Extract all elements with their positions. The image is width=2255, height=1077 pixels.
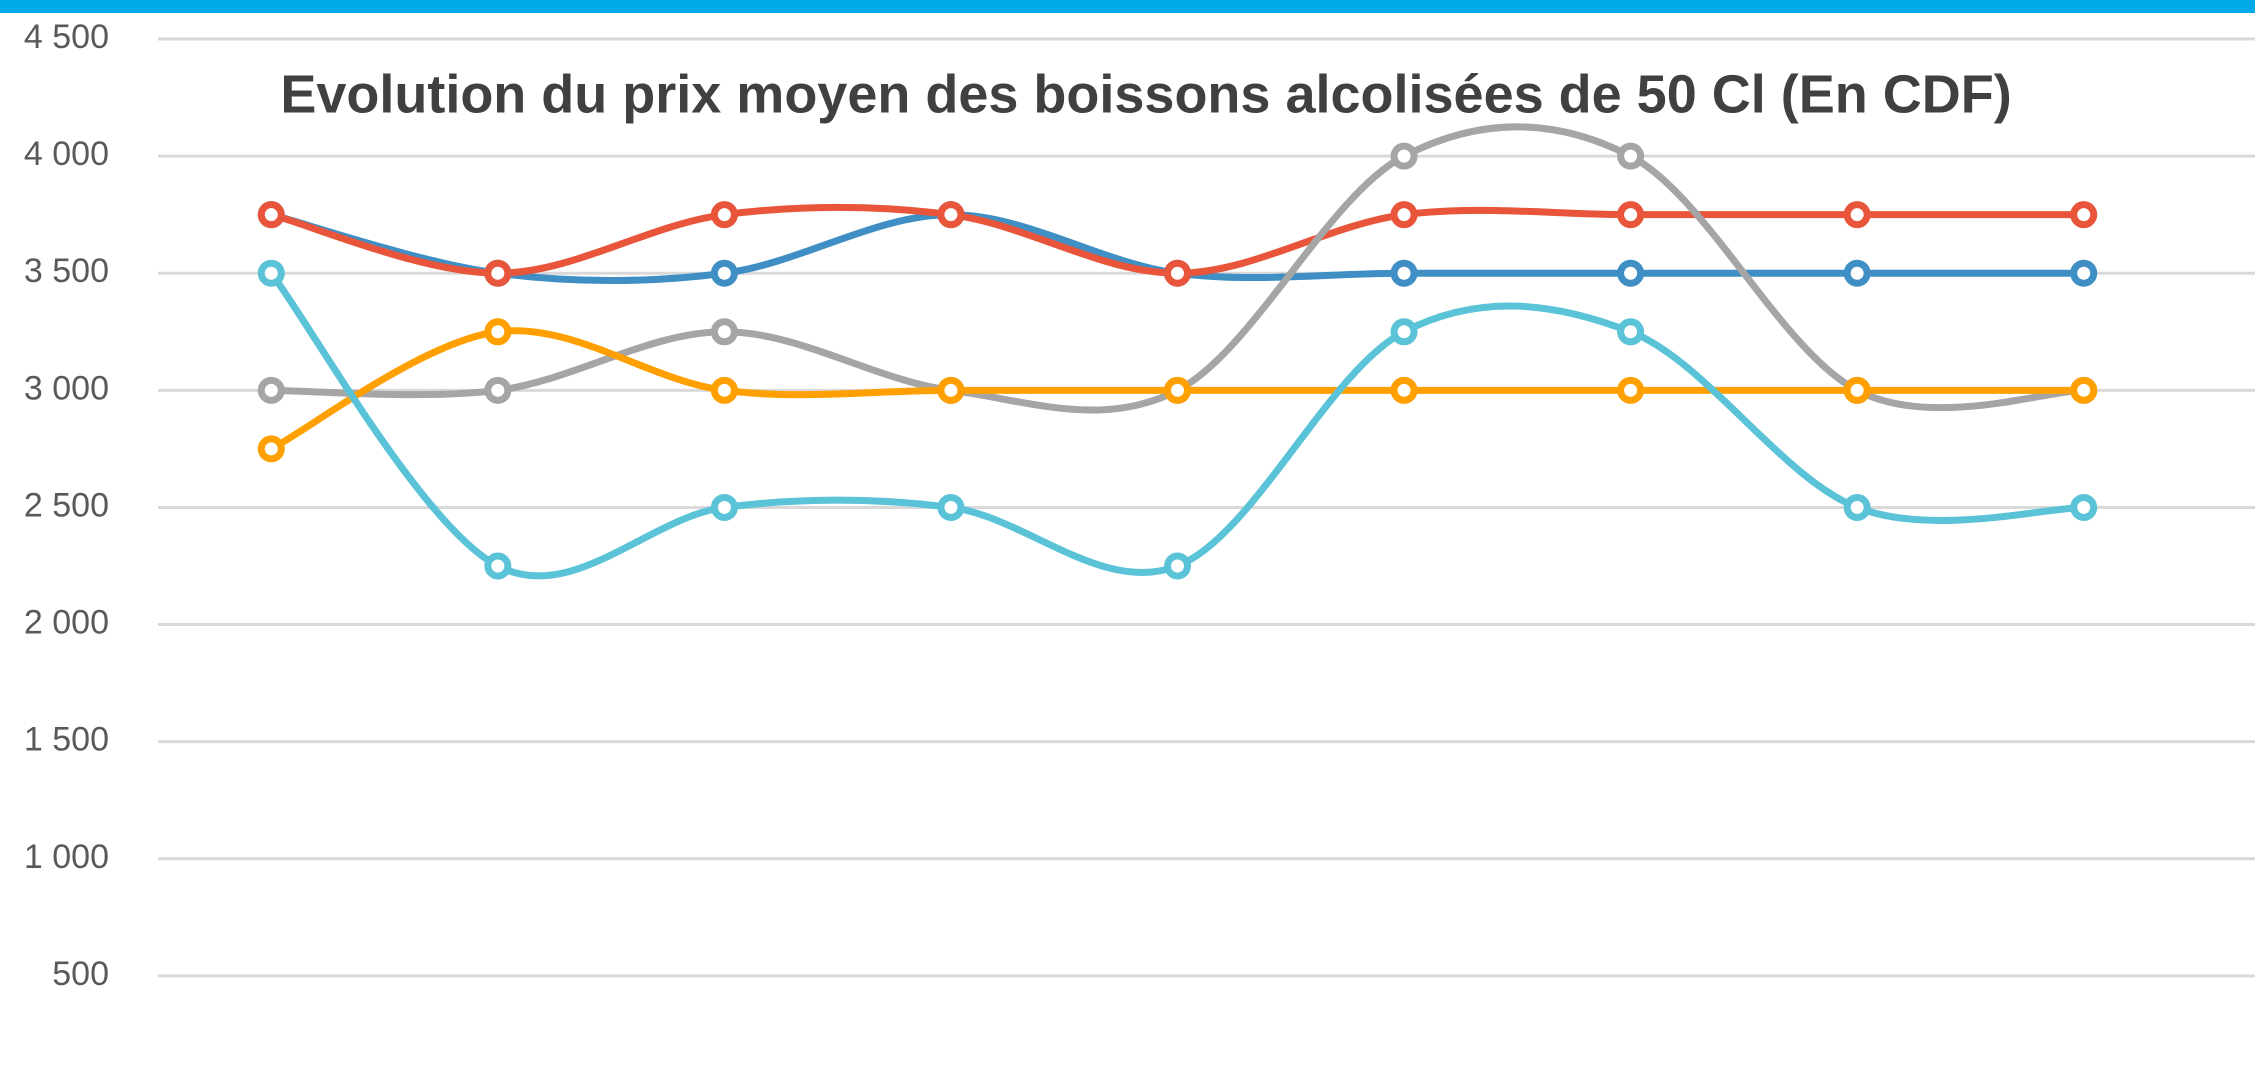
y-tick-label: 1 500 — [24, 721, 109, 759]
y-tick-label: 3 500 — [24, 252, 109, 290]
point-marker — [937, 201, 965, 229]
point-marker — [257, 435, 285, 463]
point-marker — [2070, 201, 2098, 229]
y-tick-label: 500 — [52, 955, 109, 993]
point-marker — [1390, 201, 1418, 229]
point-marker — [484, 376, 512, 404]
point-marker — [1843, 493, 1871, 521]
point-marker — [1390, 259, 1418, 287]
point-marker — [710, 493, 738, 521]
point-marker — [1390, 318, 1418, 346]
point-marker — [1843, 259, 1871, 287]
y-tick-label: 2 000 — [24, 604, 109, 642]
point-marker — [1164, 259, 1191, 287]
y-tick-label: 4 000 — [24, 135, 109, 173]
point-marker — [710, 318, 738, 346]
y-tick-label: 2 500 — [24, 486, 109, 524]
point-marker — [1617, 201, 1645, 229]
point-marker — [484, 552, 512, 580]
point-marker — [257, 376, 285, 404]
point-marker — [1390, 376, 1418, 404]
point-marker — [710, 201, 738, 229]
series-line — [267, 123, 2088, 414]
point-marker — [1617, 376, 1645, 404]
point-marker — [1164, 376, 1191, 404]
point-marker — [1617, 142, 1645, 170]
grid — [158, 37, 2255, 978]
point-marker — [484, 318, 512, 346]
top-bar — [0, 0, 2255, 13]
point-marker — [2070, 493, 2098, 521]
point-marker — [710, 259, 738, 287]
point-marker — [257, 259, 285, 287]
point-marker — [484, 259, 512, 287]
chart-title: Evolution du prix moyen des boissons alc… — [280, 64, 2011, 124]
point-marker — [257, 201, 285, 229]
series-line — [267, 269, 2088, 580]
lines — [257, 123, 2098, 580]
y-tick-label: 1 000 — [24, 838, 109, 876]
y-tick-label: 3 000 — [24, 369, 109, 407]
point-marker — [2070, 259, 2098, 287]
point-marker — [937, 493, 965, 521]
point-marker — [1390, 142, 1418, 170]
point-marker — [1843, 376, 1871, 404]
point-marker — [937, 376, 965, 404]
point-marker — [1164, 552, 1191, 580]
point-marker — [1617, 259, 1645, 287]
y-tick-label: 4 500 — [24, 18, 109, 56]
point-marker — [710, 376, 738, 404]
point-marker — [1617, 318, 1645, 346]
point-marker — [1843, 201, 1871, 229]
point-marker — [2070, 376, 2098, 404]
